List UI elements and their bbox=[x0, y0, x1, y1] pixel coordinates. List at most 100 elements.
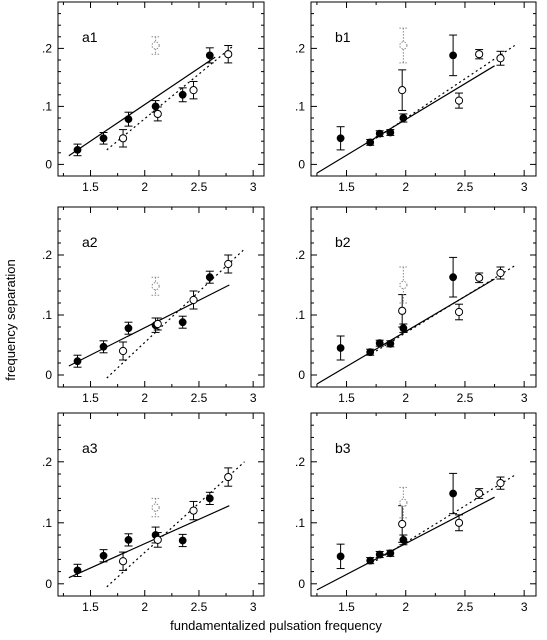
x-tick-label: 1.5 bbox=[82, 391, 99, 405]
data-point-open bbox=[475, 50, 484, 59]
y-tick-label: 0 bbox=[45, 157, 52, 171]
data-point-open bbox=[475, 489, 484, 498]
y-tick-label: 0 bbox=[298, 577, 305, 591]
panel-label: b2 bbox=[335, 234, 351, 250]
panel-label: b1 bbox=[335, 29, 351, 45]
data-point-filled bbox=[375, 129, 384, 138]
fit-line-solid bbox=[68, 505, 230, 579]
data-point-filled bbox=[73, 357, 82, 366]
data-point-filled bbox=[366, 138, 375, 147]
data-point-filled bbox=[449, 273, 458, 282]
data-point-dotted bbox=[151, 41, 160, 50]
x-tick-label: 1.5 bbox=[338, 180, 355, 194]
x-tick-label: 2 bbox=[402, 391, 409, 405]
data-point-open bbox=[189, 295, 198, 305]
x-tick-label: 2 bbox=[141, 391, 148, 405]
plot-frame bbox=[57, 412, 265, 597]
x-tick-label: 2.5 bbox=[457, 391, 474, 405]
data-point-filled bbox=[73, 146, 82, 154]
data-point-filled bbox=[375, 339, 384, 348]
x-tick-label: 2.5 bbox=[191, 600, 208, 614]
data-point-filled bbox=[205, 273, 214, 282]
x-tick-label: 2 bbox=[141, 600, 148, 614]
y-tick-label: .1 bbox=[42, 516, 52, 530]
plot-frame bbox=[310, 1, 537, 177]
data-point-open bbox=[475, 273, 484, 282]
panel-label: a1 bbox=[82, 29, 98, 45]
fit-line-dotted bbox=[106, 45, 235, 151]
panel-b3: 1.5 2 2.5 3 0 .1 .2 b3 bbox=[295, 412, 537, 614]
y-tick-label: .1 bbox=[295, 516, 305, 530]
data-point-filled bbox=[124, 115, 133, 124]
fit-line-solid bbox=[68, 284, 230, 367]
data-point-open bbox=[496, 479, 505, 488]
y-tick-label: 0 bbox=[298, 368, 305, 382]
panel-a2: 1.5 2 2.5 3 0 .1 .2 a2 bbox=[42, 206, 265, 405]
data-point-filled bbox=[336, 134, 345, 143]
y-tick-label: .1 bbox=[42, 99, 52, 113]
x-tick-label: 1.5 bbox=[82, 600, 99, 614]
data-point-filled bbox=[99, 551, 108, 560]
data-point-filled bbox=[386, 339, 395, 348]
chart-panels: 1.5 2 2.5 3 0 .1 .2 a1 1.5 2 2.5 3 0 .1 .2 b1 1.5 2 2.5 3 0.… bbox=[42, 1, 537, 614]
data-point-filled bbox=[366, 348, 375, 357]
fit-line-dotted bbox=[375, 474, 515, 562]
data-point-filled bbox=[399, 114, 408, 122]
x-tick-label: 2.5 bbox=[191, 180, 208, 194]
data-point-filled bbox=[336, 344, 345, 352]
y-axis-title: frequency separation bbox=[3, 259, 18, 380]
data-point-open bbox=[118, 134, 128, 143]
x-tick-label: 2 bbox=[402, 600, 409, 614]
data-point-filled bbox=[386, 549, 395, 558]
x-tick-label: 1.5 bbox=[338, 600, 355, 614]
x-tick-label: 1.5 bbox=[338, 391, 355, 405]
data-point-dotted bbox=[399, 280, 408, 290]
x-tick-label: 1.5 bbox=[82, 180, 99, 194]
data-point-filled bbox=[399, 535, 408, 544]
data-point-open bbox=[189, 86, 198, 95]
fit-line-dotted bbox=[106, 461, 245, 588]
x-axis-title: fundamentalized pulsation frequency bbox=[170, 618, 382, 633]
y-tick-label: .2 bbox=[295, 248, 305, 262]
data-point-filled bbox=[73, 566, 82, 575]
data-point-filled bbox=[399, 324, 408, 333]
panel-a3: 1.5 2 2.5 3 0 .1 .2 a3 bbox=[42, 412, 265, 614]
data-point-filled bbox=[178, 90, 187, 99]
data-point-filled bbox=[375, 550, 384, 559]
data-point-filled bbox=[124, 324, 133, 333]
plot-frame bbox=[57, 1, 265, 177]
fit-line-dotted bbox=[375, 45, 516, 139]
data-point-open bbox=[118, 557, 128, 566]
data-point-filled bbox=[205, 51, 214, 60]
data-point-dotted bbox=[151, 282, 160, 291]
y-tick-label: .2 bbox=[42, 41, 52, 55]
data-point-open bbox=[224, 259, 233, 269]
panel-label: b3 bbox=[335, 440, 351, 456]
y-tick-label: .2 bbox=[295, 455, 305, 469]
data-point-open bbox=[153, 535, 162, 544]
x-tick-label: 3 bbox=[521, 600, 528, 614]
x-tick-label: 3 bbox=[521, 180, 528, 194]
fit-line-solid bbox=[316, 278, 495, 385]
data-point-open bbox=[118, 346, 128, 356]
data-point-filled bbox=[99, 342, 108, 351]
x-tick-label: 2 bbox=[141, 180, 148, 194]
plot-frame bbox=[310, 206, 537, 388]
y-tick-label: .2 bbox=[42, 248, 52, 262]
data-point-filled bbox=[205, 494, 214, 503]
data-point-dotted bbox=[151, 503, 160, 512]
y-tick-label: .1 bbox=[42, 308, 52, 322]
panel-a1: 1.5 2 2.5 3 0 .1 .2 a1 bbox=[42, 1, 265, 194]
x-tick-label: 2 bbox=[402, 180, 409, 194]
plot-frame bbox=[57, 206, 265, 388]
fit-line-dotted bbox=[106, 248, 245, 379]
x-tick-label: 3 bbox=[250, 391, 257, 405]
data-point-open bbox=[189, 506, 198, 515]
fit-line-solid bbox=[68, 56, 216, 157]
data-point-open bbox=[398, 306, 407, 315]
panel-label: a2 bbox=[82, 234, 98, 250]
data-point-open bbox=[454, 307, 464, 317]
y-tick-label: .1 bbox=[295, 99, 305, 113]
y-tick-label: 0 bbox=[298, 157, 305, 171]
